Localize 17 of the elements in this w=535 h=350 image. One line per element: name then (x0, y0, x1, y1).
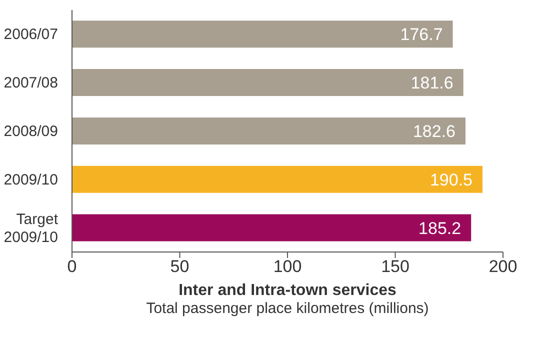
x-tick-label: 150 (381, 257, 410, 276)
x-tick-label: 50 (170, 257, 190, 276)
x-tick-label: 0 (67, 257, 77, 276)
y-tick-label: 2006/07 (4, 26, 58, 43)
data-label: 190.5 (430, 170, 473, 190)
text: Total passenger place kilometres (millions) (145, 300, 430, 317)
x-tick-label: 100 (273, 257, 302, 276)
data-label: 176.7 (400, 25, 443, 44)
x-tick-label: 200 (488, 257, 518, 276)
y-tick-label: 2008/09 (4, 122, 58, 140)
data-label: 185.2 (418, 218, 462, 238)
data-label: 181.6 (410, 74, 454, 93)
y-tick-label: 2007/08 (4, 74, 58, 92)
data-label: 182.6 (412, 122, 456, 141)
y-tick-label: Target 2009/10 (4, 210, 59, 246)
x-axis-title: Inter and Intra-town services (178, 282, 398, 300)
y-tick-label: 2009/10 (4, 170, 58, 188)
